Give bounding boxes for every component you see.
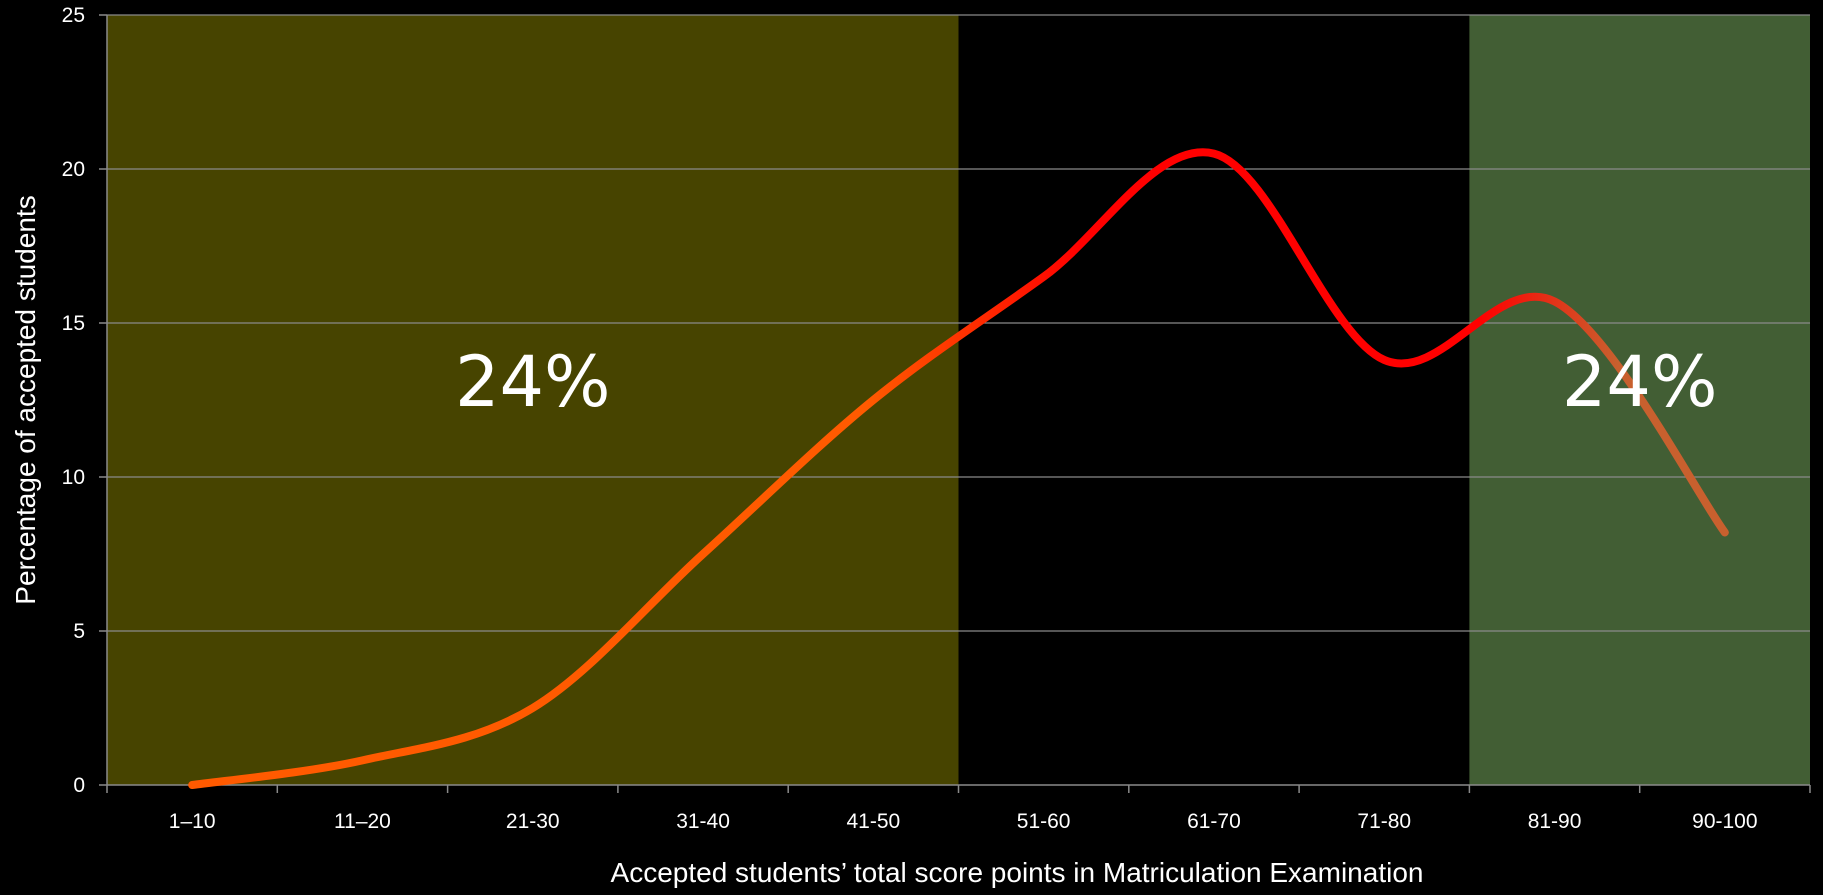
x-tick-label-3: 21-30 — [506, 810, 560, 833]
data-point-1 — [189, 782, 195, 788]
x-tick-label-6: 51-60 — [1017, 810, 1071, 833]
x-tick-label-4: 31-40 — [676, 810, 730, 833]
x-tick-label-10: 90-100 — [1692, 810, 1757, 833]
x-tick-label-7: 61-70 — [1187, 810, 1241, 833]
data-point-6 — [1041, 274, 1047, 280]
y-tick-label-15: 15 — [62, 312, 85, 335]
x-tick-label-8: 71-80 — [1357, 810, 1411, 833]
y-tick-label-10: 10 — [62, 466, 85, 489]
region-share-label-1: 24% — [455, 341, 611, 423]
data-point-4 — [700, 551, 706, 557]
data-point-2 — [359, 757, 365, 763]
data-point-3 — [530, 705, 536, 711]
y-tick-label-5: 5 — [73, 620, 85, 643]
data-point-8 — [1381, 357, 1387, 363]
series-line — [188, 148, 1729, 789]
region-share-label-2: 24% — [1562, 341, 1718, 423]
y-tick-label-20: 20 — [62, 158, 85, 181]
x-tick-label-9: 81-90 — [1528, 810, 1582, 833]
y-axis-title: Percentage of accepted students — [10, 195, 41, 604]
y-tick-label-0: 0 — [73, 774, 85, 797]
x-axis-title: Accepted students’ total score points in… — [611, 857, 1424, 888]
x-tick-label-2: 11–20 — [334, 810, 391, 833]
x-tick-label-5: 41-50 — [846, 810, 900, 833]
x-tick-label-1: 1–10 — [169, 810, 216, 833]
data-point-10 — [1722, 529, 1728, 535]
y-tick-label-25: 25 — [62, 4, 85, 27]
data-point-5 — [870, 397, 876, 403]
data-point-7 — [1211, 151, 1217, 157]
shaded-region-1 — [107, 15, 959, 785]
data-point-9 — [1552, 298, 1558, 304]
